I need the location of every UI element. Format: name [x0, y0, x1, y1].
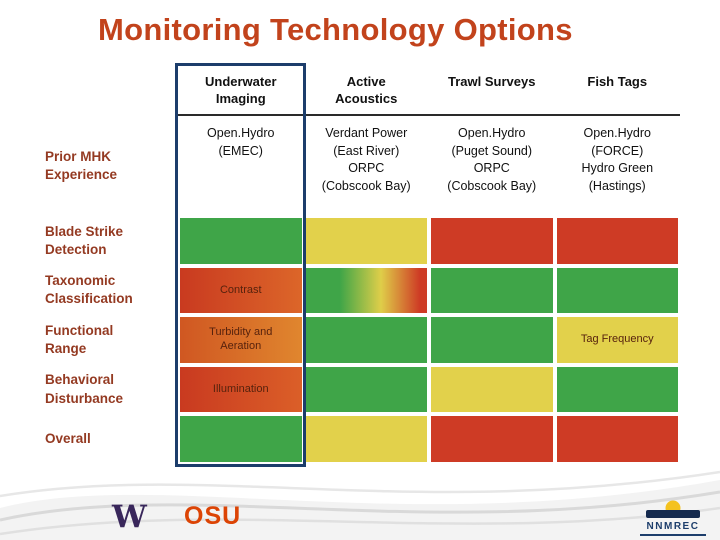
- prior-experience-cell: Open.Hydro (Puget Sound) ORPC (Cobscook …: [447, 126, 537, 193]
- rating-cell: Contrast: [178, 265, 304, 316]
- rating-cell: [303, 265, 429, 316]
- rating-cell: Illumination: [178, 364, 304, 415]
- rating-cell: [303, 364, 429, 415]
- rating-cell: Turbidity and Aeration: [178, 315, 304, 365]
- nnmrec-logo-text: NNMREC: [640, 521, 706, 536]
- rating-cell: [429, 414, 555, 464]
- swoosh-decoration: [0, 470, 720, 540]
- row-label-taxonomic-classification: Taxonomic Classification: [45, 273, 133, 307]
- rating-cell: [178, 216, 304, 266]
- rating-cell: [303, 216, 429, 266]
- row-label-functional-range: Functional Range: [45, 322, 114, 356]
- rating-cell: [429, 315, 555, 365]
- rating-cell: [178, 414, 304, 464]
- rating-cell: [303, 414, 429, 464]
- column-header-fish-tags: Fish Tags: [554, 66, 680, 116]
- row-label-prior-mhk-experience: Prior MHK Experience: [45, 148, 118, 182]
- rating-note: Turbidity and Aeration: [209, 326, 273, 352]
- comparison-table: Underwater Imaging Active Acoustics Traw…: [45, 63, 680, 467]
- rating-cell: [429, 265, 555, 316]
- column-header-active-acoustics: Active Acoustics: [303, 66, 429, 116]
- rating-cell: [554, 414, 680, 464]
- nnmrec-logo: NNMREC: [640, 500, 706, 536]
- rating-note: Contrast: [219, 283, 262, 296]
- prior-experience-cell: Verdant Power (East River) ORPC (Cobscoo…: [321, 126, 411, 193]
- rating-cell: [303, 315, 429, 365]
- corner-cell: [45, 66, 178, 116]
- osu-logo: OSU: [184, 502, 242, 530]
- rating-cell: Tag Frequency: [554, 315, 680, 365]
- row-label-blade-strike-detection: Blade Strike Detection: [45, 223, 124, 257]
- rating-note: Tag Frequency: [580, 333, 654, 346]
- column-header-underwater-imaging: Underwater Imaging: [178, 66, 304, 116]
- column-header-trawl-surveys: Trawl Surveys: [429, 66, 555, 116]
- row-label-overall: Overall: [45, 431, 91, 447]
- row-label-behavioral-disturbance: Behavioral Disturbance: [45, 372, 124, 406]
- rating-cell: [429, 216, 555, 266]
- uw-logo: W: [112, 499, 147, 535]
- nnmrec-logo-graphic: [646, 500, 700, 518]
- rating-cell: [554, 364, 680, 415]
- prior-experience-cell: Open.Hydro (FORCE) Hydro Green (Hastings…: [581, 126, 654, 193]
- prior-experience-cell: Open.Hydro (EMEC): [207, 126, 275, 158]
- slide-title: Monitoring Technology Options: [98, 12, 573, 47]
- rating-note: Illumination: [212, 382, 269, 395]
- rating-cell: [554, 265, 680, 316]
- rating-cell: [429, 364, 555, 415]
- rating-cell: [554, 216, 680, 266]
